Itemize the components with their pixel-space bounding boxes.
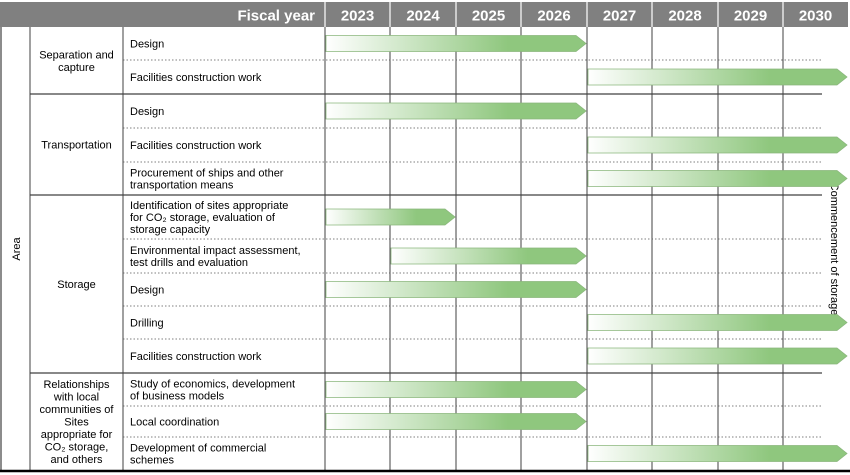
timeline-bar — [325, 208, 456, 226]
area-label-line: capture — [58, 62, 95, 74]
timeline-bar — [587, 314, 848, 331]
task-label-line: Drilling — [130, 318, 164, 330]
task-bars — [325, 35, 848, 462]
task-label-line: Facilities construction work — [130, 140, 262, 152]
task-label: Facilities construction work — [130, 140, 262, 152]
task-label: Environmental impact assessment,test dri… — [130, 245, 301, 269]
area-label-line: Separation and — [39, 49, 114, 61]
area-label-line: communities of — [40, 404, 115, 416]
task-label-line: schemes — [130, 455, 175, 467]
area-label: Transportation — [41, 140, 112, 152]
task-label-line: Procurement of ships and other — [130, 168, 284, 180]
task-label: Local coordination — [130, 417, 219, 429]
task-label: Design — [130, 39, 164, 51]
task-label-line: Facilities construction work — [130, 72, 262, 84]
year-headers: 2023 2024 2025 2026 2027 2028 2029 2030 — [341, 8, 832, 25]
area-label-line: Transportation — [41, 140, 112, 152]
timeline-bar — [587, 170, 848, 187]
task-label-line: Design — [130, 106, 164, 118]
timeline-bar — [325, 413, 587, 430]
timeline-bar — [587, 347, 848, 365]
task-label-line: transportation means — [130, 180, 234, 192]
area-label: Storage — [57, 279, 96, 291]
area-label-line: appropriate for — [41, 429, 113, 441]
task-label-line: Design — [130, 39, 164, 51]
timeline-bar — [390, 247, 587, 265]
task-label: Facilities construction work — [130, 72, 262, 84]
task-label: Design — [130, 106, 164, 118]
timeline-bar — [587, 68, 848, 86]
year-header-2025: 2025 — [472, 8, 505, 25]
area-label-line: and others — [51, 454, 103, 466]
timeline-bar — [325, 35, 587, 52]
timeline-bar — [325, 381, 587, 398]
area-label-line: Relationships — [43, 379, 110, 391]
timeline-bar — [587, 136, 848, 154]
timeline-bar — [587, 445, 848, 462]
header-band — [0, 2, 848, 27]
area-label-line: CO₂ storage, — [45, 442, 109, 454]
task-label-line: Design — [130, 285, 164, 297]
task-label-line: Development of commercial — [130, 443, 266, 455]
area-axis-label: Area — [11, 237, 23, 261]
timeline-bar — [325, 102, 587, 120]
year-header-2028: 2028 — [668, 8, 701, 25]
task-label: Procurement of ships and othertransporta… — [130, 168, 284, 192]
commencement-of-storage-label: Commencement of storage — [828, 183, 840, 316]
year-header-2023: 2023 — [341, 8, 374, 25]
task-label-line: for CO₂ storage, evaluation of — [130, 212, 276, 224]
task-label-line: test drills and evaluation — [130, 257, 248, 269]
task-labels: Design Facilities construction work Design… — [130, 39, 301, 467]
task-label-line: Local coordination — [130, 417, 219, 429]
fiscal-year-label: Fiscal year — [237, 8, 315, 25]
area-label-line: with local — [53, 392, 99, 404]
year-header-2024: 2024 — [406, 8, 440, 25]
task-label-line: of business models — [130, 391, 225, 403]
task-label: Design — [130, 285, 164, 297]
task-label-line: Environmental impact assessment, — [130, 245, 301, 257]
timeline-bar — [325, 281, 587, 298]
year-header-2030: 2030 — [799, 8, 832, 25]
task-label-line: Facilities construction work — [130, 351, 262, 363]
task-label-line: Study of economics, development — [130, 379, 295, 391]
task-label-line: Identification of sites appropriate — [130, 200, 288, 212]
task-label-line: storage capacity — [130, 224, 211, 236]
task-label: Facilities construction work — [130, 351, 262, 363]
year-header-2027: 2027 — [603, 8, 636, 25]
task-label: Drilling — [130, 318, 164, 330]
area-label-line: Storage — [57, 279, 96, 291]
year-header-2029: 2029 — [734, 8, 767, 25]
year-header-2026: 2026 — [537, 8, 570, 25]
area-label-line: Sites — [64, 417, 89, 429]
